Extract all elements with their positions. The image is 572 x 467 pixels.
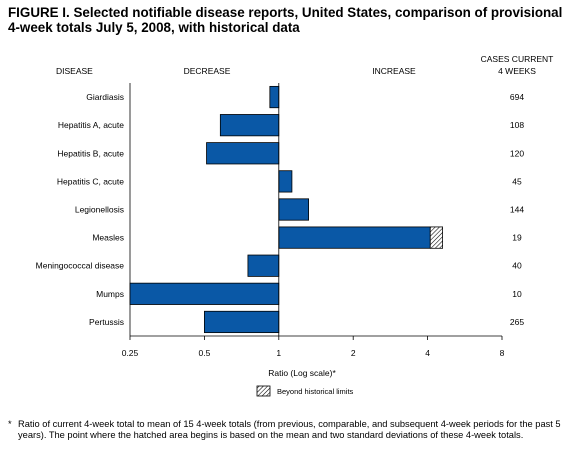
header-cases-line2: 4 WEEKS [498,66,536,76]
x-tick-label: 0.25 [122,348,139,358]
header-cases-line1: CASES CURRENT [481,54,554,64]
x-tick-label: 2 [351,348,356,358]
bar [129,282,280,305]
cases-value: 10 [512,289,522,299]
cases-value: 265 [510,317,524,327]
footnote-text: Ratio of current 4-week total to mean of… [18,419,561,441]
bar [206,142,280,165]
category-label: Hepatitis C, acute [57,176,124,186]
x-tick-label: 8 [500,348,505,358]
header-disease: DISEASE [56,66,93,76]
cases-value: 694 [510,92,524,102]
category-label: Mumps [96,289,124,299]
cases-value: 120 [510,148,524,158]
bar [247,254,280,277]
category-label: Hepatitis B, acute [57,148,124,158]
bar [269,85,280,109]
header-decrease: DECREASE [184,66,231,76]
legend-swatch [256,385,271,397]
bar [278,170,293,193]
category-label: Meningococcal disease [36,261,125,271]
category-label: Pertussis [89,317,124,327]
x-tick-label: 0.5 [198,348,210,358]
x-tick-label: 4 [425,348,430,358]
bar [278,226,431,249]
x-tick-label: 1 [276,348,281,358]
bar-beyond-limits [429,226,444,249]
category-label: Measles [92,233,124,243]
plot-area [129,83,502,337]
figure-title: FIGURE I. Selected notifiable disease re… [8,5,563,35]
category-label: Giardiasis [86,92,124,102]
header-increase: INCREASE [372,66,416,76]
footnote: * Ratio of current 4-week total to mean … [8,419,564,442]
bar [219,114,280,137]
cases-value: 45 [512,176,522,186]
cases-value: 19 [512,233,522,243]
bar [203,310,280,334]
cases-value: 144 [510,205,524,215]
cases-value: 108 [510,120,524,130]
bar [278,198,310,221]
cases-value: 40 [512,261,522,271]
legend-label: Beyond historical limits [277,387,354,396]
category-label: Hepatitis A, acute [58,120,124,130]
footnote-mark: * [8,419,12,429]
x-axis-label: Ratio (Log scale)* [268,368,336,378]
category-label: Legionellosis [75,205,124,215]
